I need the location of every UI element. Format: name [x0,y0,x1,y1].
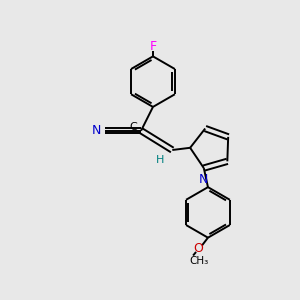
Text: O: O [194,242,203,256]
Text: F: F [149,40,157,53]
Text: N: N [199,173,208,186]
Text: N: N [91,124,101,137]
Text: H: H [156,154,164,164]
Text: C: C [129,122,136,132]
Text: CH₃: CH₃ [190,256,209,266]
